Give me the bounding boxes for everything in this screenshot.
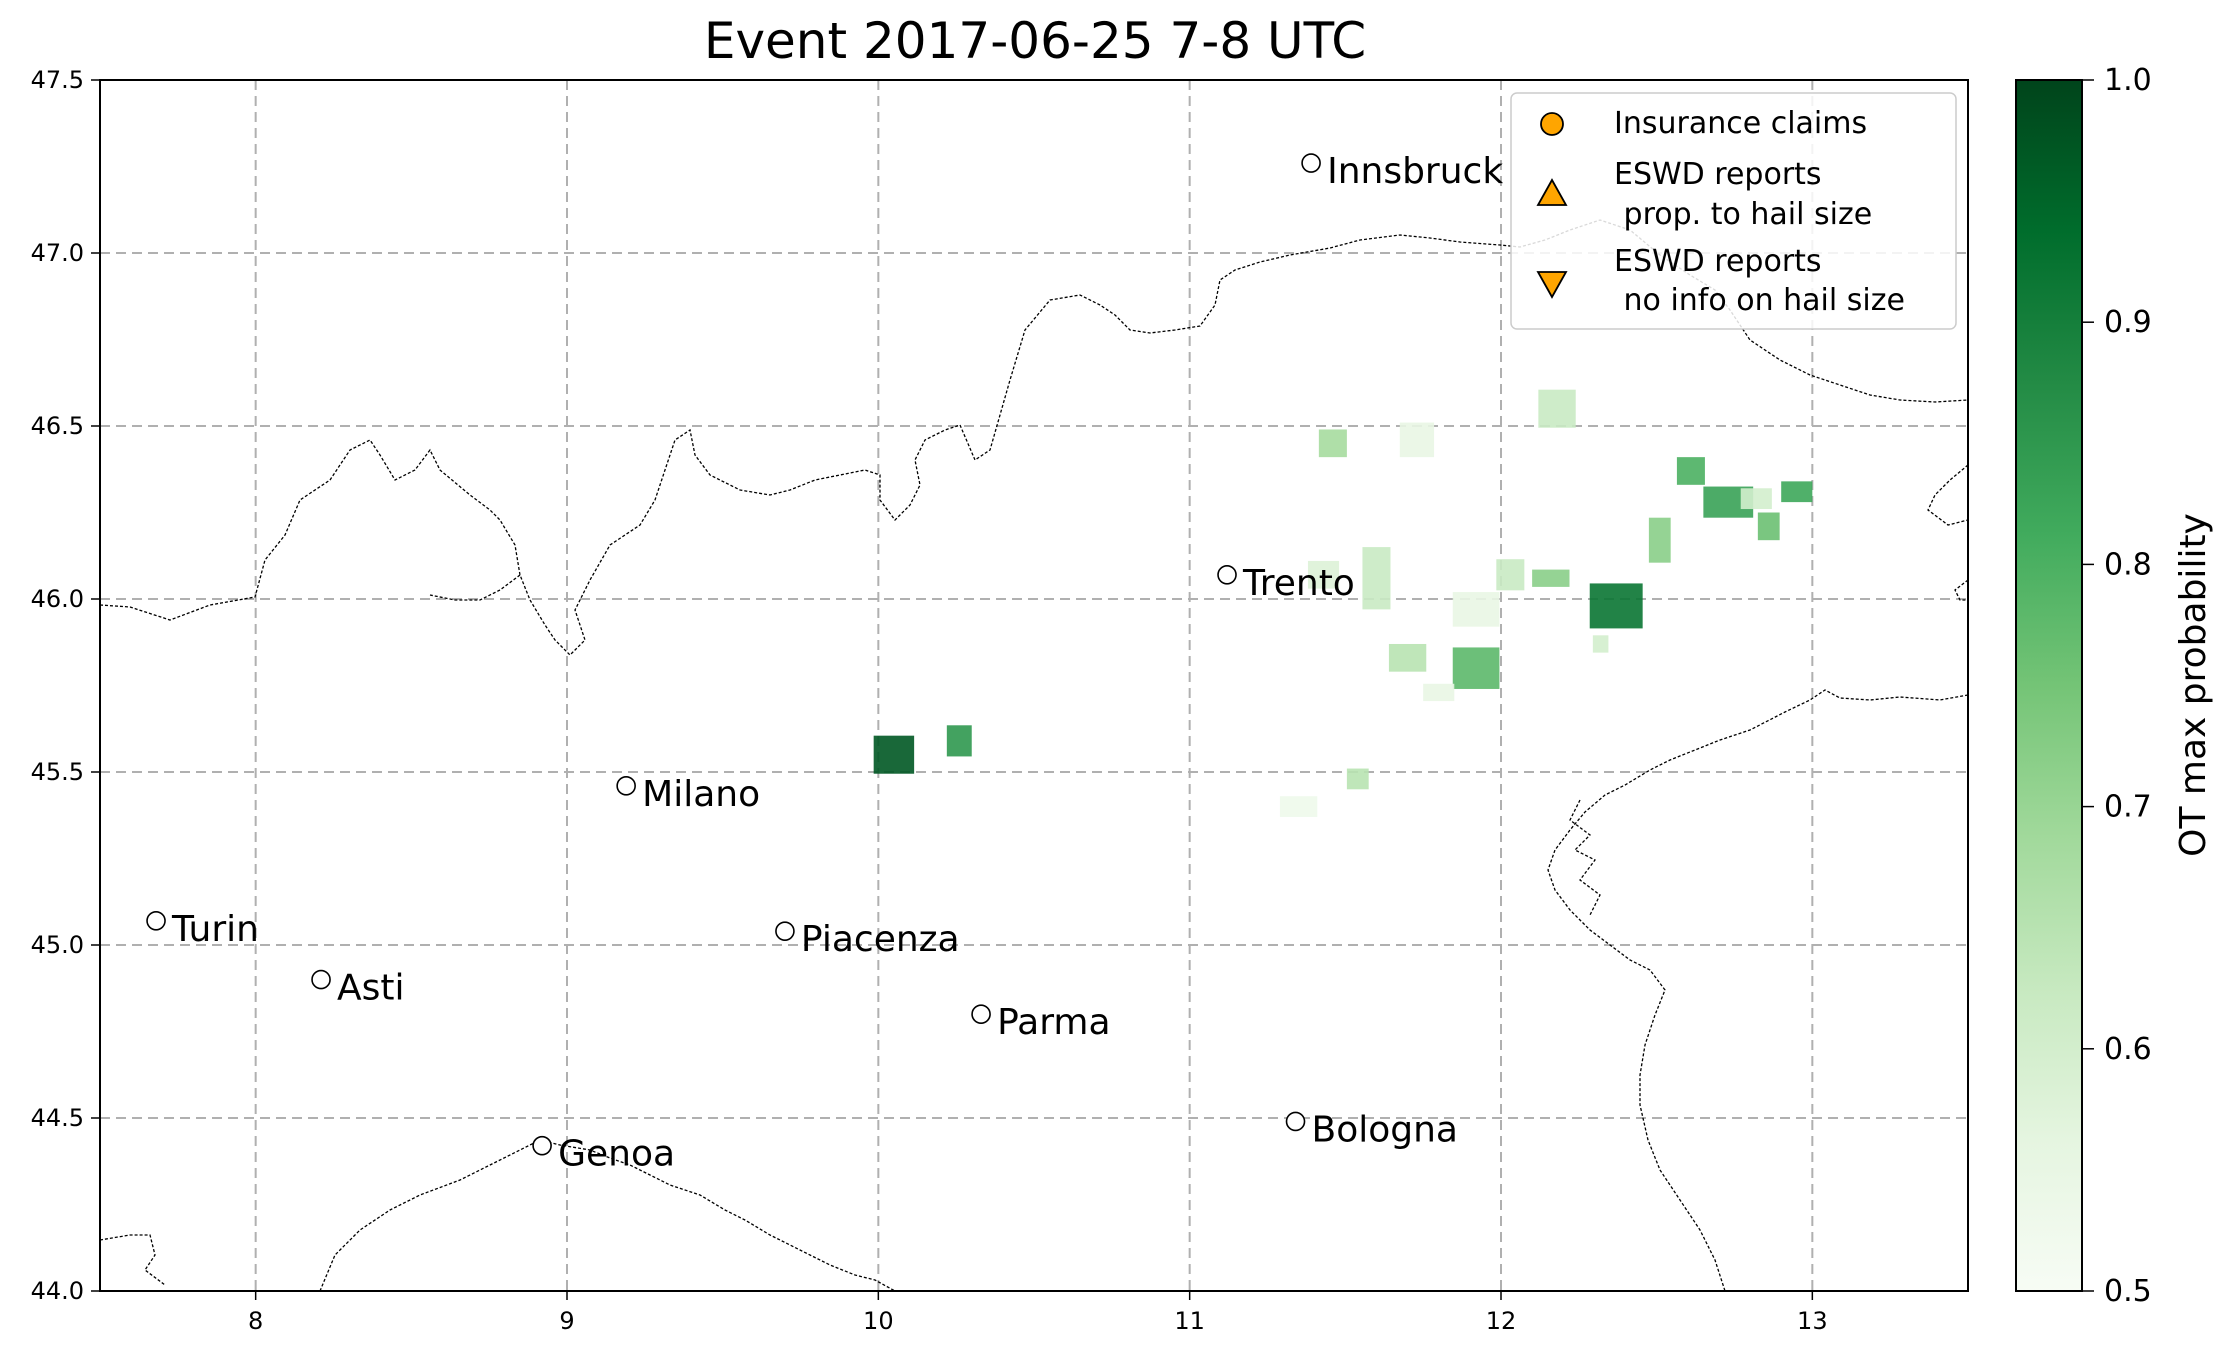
ot-cell [1740,488,1772,510]
y-tick-label: 46.0 [31,585,84,613]
ot-cell [1496,559,1525,591]
city-marker-icon [1301,153,1321,173]
city-label: Milano [642,774,760,815]
y-tick-label: 45.5 [31,758,84,786]
ot-cell [1307,560,1340,589]
ot-cell [1452,647,1500,689]
y-tick-label: 47.0 [31,239,84,267]
colorbar-tick-label: 1.0 [2104,63,2152,98]
city-label: Genoa [558,1134,675,1175]
legend-eswd-size-label-line2: prop. to hail size [1614,197,1872,232]
x-tick-label: 10 [863,1307,894,1335]
city-label: Trento [1242,563,1355,604]
city-marker-icon [311,969,331,990]
y-tick-label: 44.0 [31,1277,84,1305]
city-marker-icon [1217,564,1237,585]
colorbar: 0.5 0.6 0.7 0.8 0.9 1.0 OT max probability [2015,63,2214,1309]
ot-cell [1781,481,1813,503]
colorbar-tick-label: 0.9 [2104,305,2152,340]
ot-cell [1362,547,1391,610]
colorbar-tick-label: 0.8 [2104,547,2152,582]
ot-cell [1532,569,1570,587]
x-tick-labels: 8 9 10 11 12 13 [248,1291,1828,1335]
city-marker-icon [971,1004,991,1025]
y-tick-label: 47.5 [31,66,84,94]
ot-probability-cells [873,389,1813,817]
x-tick-label: 9 [559,1307,574,1335]
alpine-border-south-spur [429,574,521,601]
slovenia-border [1927,464,1969,601]
city-marker-icon [146,910,166,931]
colorbar-ticks: 0.5 0.6 0.7 0.8 0.9 1.0 [2082,63,2152,1309]
city-marker-icon [1285,1111,1306,1132]
city-label: Piacenza [801,919,960,960]
city-label: Asti [337,968,405,1009]
ot-cell [1648,517,1671,563]
ot-cell [1676,457,1705,485]
legend-eswd-noinfo-label-line2: no info on hail size [1614,283,1905,318]
map-frame [99,79,1969,1292]
ot-cell [873,735,915,774]
y-tick-label: 46.5 [31,412,84,440]
ligurian-coast [99,1139,896,1292]
city-label: Turin [171,909,259,950]
ot-cell [1538,389,1576,428]
x-tick-label: 12 [1486,1307,1517,1335]
colorbar-tick-label: 0.7 [2104,790,2152,825]
ot-cell [1592,635,1609,653]
ot-cell [1346,768,1369,790]
ot-cell [1388,643,1427,672]
city-markers: Innsbruck Trento Milano Turin Piacenza Asti Pa… [146,151,1503,1175]
y-tick-label: 44.5 [31,1104,84,1132]
legend-insurance-label: Insurance claims [1614,106,1867,141]
ot-cell [1279,796,1318,817]
colorbar-tick-label: 0.5 [2104,1274,2152,1309]
y-tick-labels: 44.0 44.5 45.0 45.5 46.0 46.5 47.0 47.5 [31,66,100,1305]
city-marker-icon [532,1135,552,1156]
x-tick-label: 8 [248,1307,263,1335]
ot-cell [1423,683,1455,702]
x-tick-label: 13 [1797,1307,1828,1335]
ot-cell [1589,583,1643,629]
city-label: Innsbruck [1327,151,1503,192]
ot-cell [946,725,972,757]
colorbar-label: OT max probability [2173,513,2214,857]
legend-eswd-size-label-line1: ESWD reports [1614,157,1822,192]
city-marker-icon [616,776,636,796]
ot-cell [1318,429,1347,458]
city-label: Parma [997,1002,1110,1043]
legend-circle-marker-icon [1540,112,1564,136]
legend-box [1510,92,1957,330]
legend-triangle-down-marker-icon [1536,271,1568,299]
adriatic-coast [1547,689,1969,1292]
city-marker-icon [775,921,795,941]
colorbar-tick-label: 0.6 [2104,1032,2152,1067]
map-title: Event 2017-06-25 7-8 UTC [704,12,1366,70]
ot-cell [1452,592,1500,627]
y-tick-label: 45.0 [31,931,84,959]
x-tick-label: 11 [1174,1307,1205,1335]
venice-lagoon [1569,799,1601,916]
legend-eswd-noinfo-label-line1: ESWD reports [1614,244,1822,279]
ot-cell [1757,512,1780,541]
legend: Insurance claims ESWD reports prop. to h… [1510,92,1957,330]
ot-cell [1399,422,1435,458]
legend-triangle-up-marker-icon [1536,178,1568,206]
colorbar-gradient [2015,79,2083,1292]
city-label: Bologna [1312,1109,1458,1150]
